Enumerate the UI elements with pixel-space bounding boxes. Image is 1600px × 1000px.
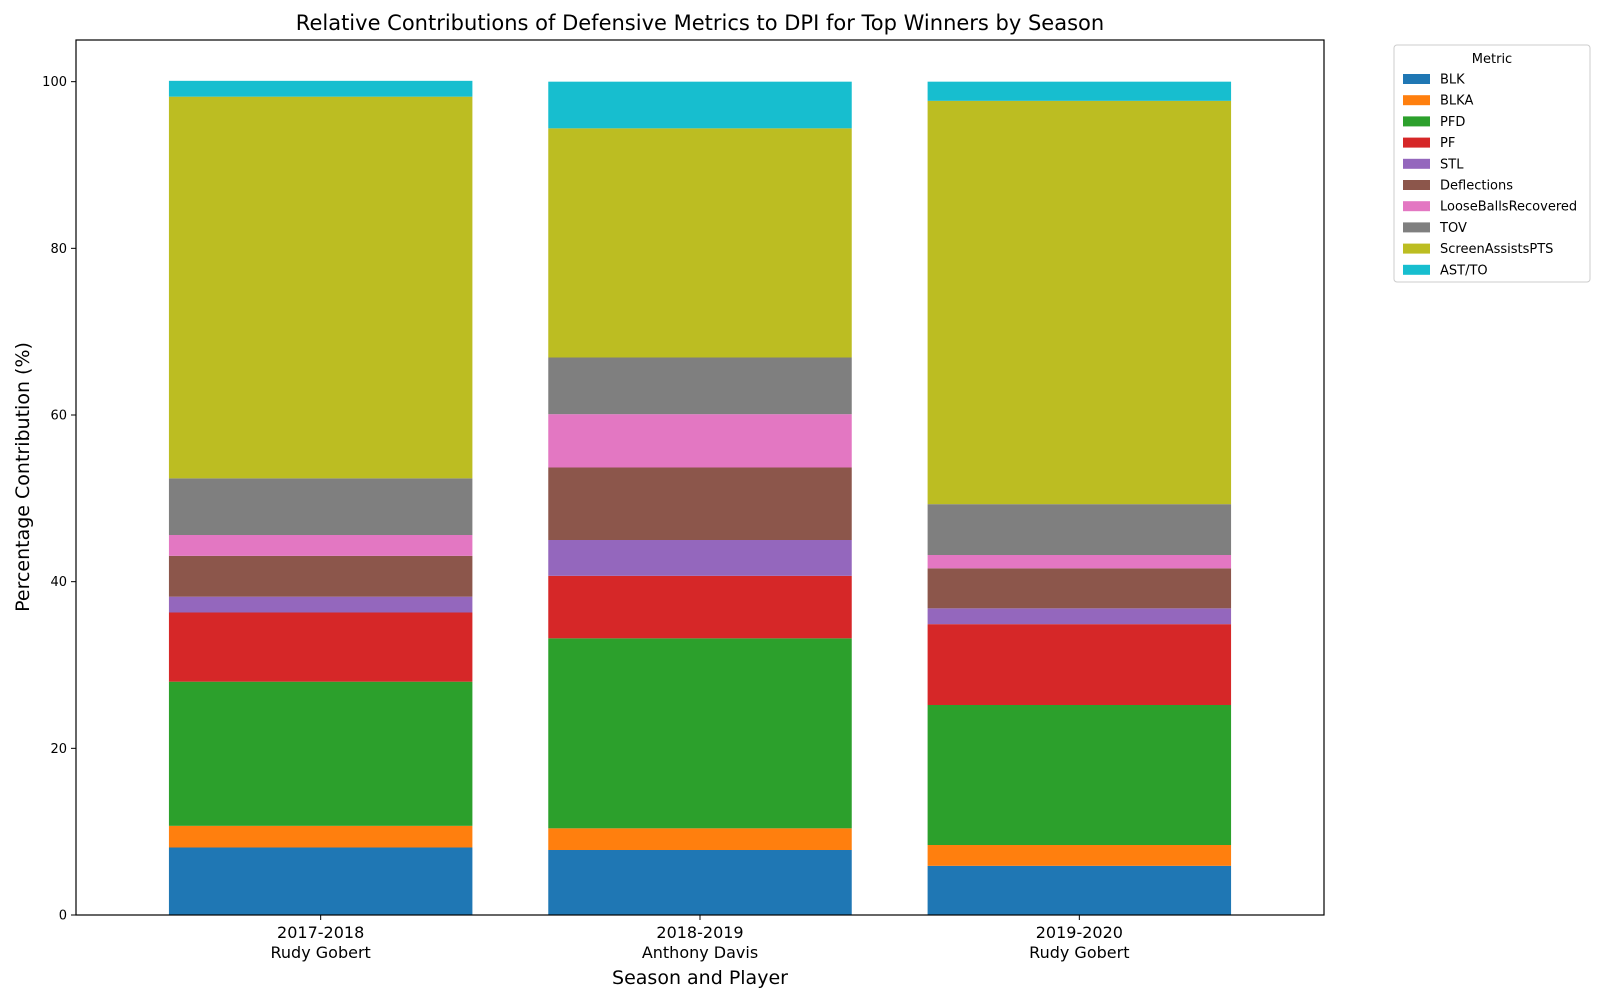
legend-swatch [1403,74,1430,84]
legend-swatch [1403,264,1430,275]
legend-label: BLKA [1440,94,1473,109]
legend-swatch [1403,180,1430,190]
legend-label: LooseBallsRecovered [1440,200,1577,215]
legend-swatch [1403,201,1430,212]
legend-label: PF [1440,136,1455,151]
bar-segment-stl-2 [927,608,1232,625]
y-axis-title: Percentage Contribution (%) [12,342,34,612]
legend-swatch [1403,95,1430,106]
x-tick-label-player: Rudy Gobert [1029,943,1129,962]
bar-segment-tov-2 [927,504,1232,555]
bar-segment-screenassistspts-0 [168,96,473,479]
bar-segment-pfd-1 [548,638,852,829]
bar-segment-looseballsrecovered-2 [927,555,1232,569]
legend-swatch [1403,158,1430,169]
bar-segment-stl-1 [548,540,852,576]
bar-segment-screenassistspts-2 [927,100,1232,505]
legend-title: Metric [1472,52,1512,67]
bar-segment-blka-0 [168,825,473,848]
legend-swatch [1403,116,1430,127]
legend-label: TOV [1439,221,1467,236]
bar-segment-pf-1 [548,575,852,639]
legend-swatch [1403,243,1430,254]
legend-label: BLK [1440,73,1465,88]
bar-segment-blka-2 [927,845,1232,866]
legend-label: AST/TO [1440,263,1488,278]
legend-label: STL [1440,157,1464,172]
bar-segment-stl-0 [168,596,473,613]
x-tick-label-season: 2017-2018 [277,923,364,942]
bar-segment-screenassistspts-1 [548,128,852,358]
bar-segment-deflections-1 [548,467,852,540]
legend-label: ScreenAssistsPTS [1440,242,1553,257]
bar-segment-blk-0 [168,847,473,915]
bar-segment-pf-0 [168,612,473,682]
bar-segment-tov-1 [548,357,852,415]
bar-segment-blk-1 [548,850,852,915]
y-tick-label: 20 [50,742,67,757]
bar-segment-pfd-0 [168,681,473,826]
legend-swatch [1403,222,1430,233]
bar-segment-ast-to-1 [548,81,852,129]
x-tick-label-player: Anthony Davis [642,943,758,962]
bar-segment-deflections-2 [927,568,1232,609]
legend-swatch [1403,137,1430,148]
bar-segment-looseballsrecovered-0 [168,535,473,556]
legend-label: Deflections [1440,179,1513,194]
legend-frame [1393,44,1591,283]
y-axis: 0 20 40 60 80 100 [42,75,76,924]
x-tick-label-season: 2018-2019 [656,923,743,942]
y-tick-label: 80 [50,242,67,257]
bar-segment-tov-0 [168,478,473,535]
plot-frame [75,39,1325,916]
bar-segment-blk-2 [927,865,1232,915]
bar-segment-ast-to-0 [168,80,473,97]
y-tick-label: 40 [50,575,67,590]
bar-segment-looseballsrecovered-1 [548,414,852,468]
y-tick-label: 100 [42,75,67,90]
bar-segment-pfd-2 [927,705,1232,845]
y-tick-label: 0 [59,909,67,924]
x-tick-label-player: Rudy Gobert [271,943,371,962]
bars-group [168,80,1232,915]
x-tick-label-season: 2019-2020 [1036,923,1123,942]
bar-segment-ast-to-2 [927,81,1232,101]
y-tick-label: 60 [50,409,67,424]
legend-label: PFD [1440,115,1465,130]
bar-segment-deflections-0 [168,555,473,597]
legend: Metric BLK BLKA PFD PF STL Deflections LooseBa… [1393,44,1591,283]
chart-title: Relative Contributions of Defensive Metr… [296,11,1104,35]
bar-segment-pf-2 [927,624,1232,705]
bar-segment-blka-1 [548,828,852,850]
x-axis-title: Season and Player [612,967,788,989]
